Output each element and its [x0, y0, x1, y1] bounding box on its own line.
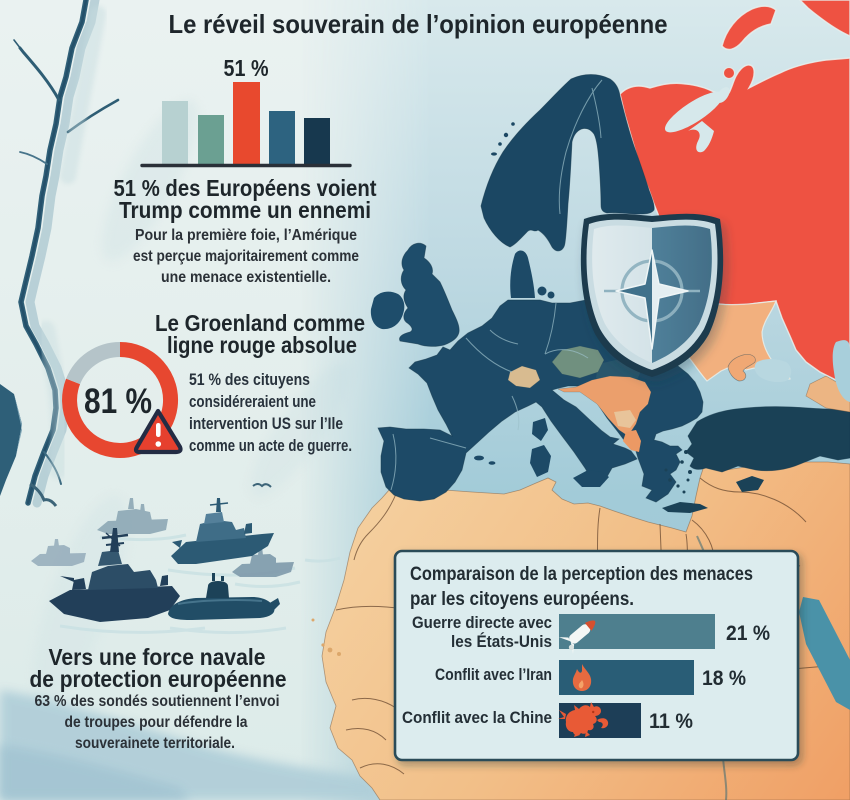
svg-text:Conflit avec l’Iran: Conflit avec l’Iran [435, 666, 552, 684]
svg-text:51 %: 51 % [224, 55, 269, 81]
svg-text:est perçue majoritairement com: est perçue majoritairement comme [133, 248, 359, 265]
svg-text:de troupes pour défendre la: de troupes pour défendre la [65, 714, 248, 731]
svg-text:une menace existentielle.: une menace existentielle. [161, 269, 331, 286]
svg-text:Trump comme un ennemi: Trump comme un ennemi [119, 197, 371, 223]
svg-text:18 %: 18 % [702, 667, 746, 690]
svg-text:81 %: 81 % [84, 382, 152, 421]
svg-text:Le Groenland comme: Le Groenland comme [155, 310, 365, 336]
svg-text:Pour la première foie, l’Améri: Pour la première foie, l’Amérique [135, 227, 357, 244]
svg-text:51 % des Européens voient: 51 % des Européens voient [114, 175, 377, 201]
svg-text:considéreraient une: considéreraient une [189, 392, 316, 411]
svg-text:11 %: 11 % [649, 710, 693, 733]
svg-text:21 %: 21 % [726, 622, 770, 645]
svg-text:par les citoyens européens.: par les citoyens européens. [410, 589, 634, 610]
svg-text:Guerre directe avec: Guerre directe avec [412, 614, 552, 632]
svg-text:Vers une force navale: Vers une force navale [49, 644, 266, 670]
svg-text:63 % des sondés soutiennent l’: 63 % des sondés soutiennent l’envoi [35, 693, 280, 710]
svg-text:intervention US sur l’Ile: intervention US sur l’Ile [189, 414, 343, 433]
svg-text:les États-Unis: les États-Unis [451, 632, 552, 651]
svg-text:Le réveil souverain de l’opini: Le réveil souverain de l’opinion europée… [169, 9, 668, 39]
svg-text:souverainete territoriale.: souverainete territoriale. [75, 735, 235, 752]
svg-text:comme un acte de guerre.: comme un acte de guerre. [189, 436, 352, 455]
svg-text:de protection européenne: de protection européenne [30, 666, 287, 692]
svg-text:Comparaison de la perception d: Comparaison de la perception des menaces [410, 564, 753, 585]
svg-text:Conflit avec la Chine: Conflit avec la Chine [402, 709, 552, 727]
svg-text:ligne rouge absolue: ligne rouge absolue [167, 332, 357, 358]
svg-text:51 % des cituyens: 51 % des cituyens [189, 370, 310, 389]
